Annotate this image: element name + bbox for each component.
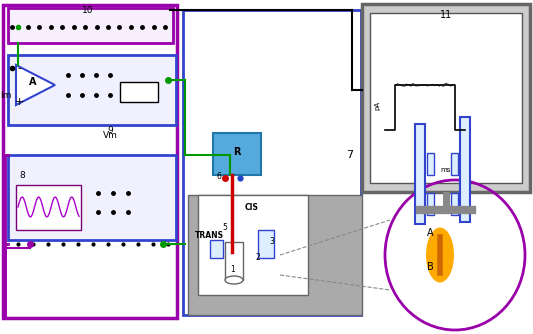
Bar xyxy=(225,242,243,280)
Bar xyxy=(3,5,177,318)
Text: 11: 11 xyxy=(440,10,452,20)
Bar xyxy=(451,153,458,175)
Bar xyxy=(427,153,434,175)
Text: Im: Im xyxy=(0,91,11,100)
Bar xyxy=(415,124,425,224)
Bar xyxy=(8,8,173,43)
Bar xyxy=(210,240,223,258)
Bar xyxy=(183,10,361,315)
Bar xyxy=(188,195,362,315)
Bar xyxy=(213,133,261,175)
Text: R: R xyxy=(233,147,241,157)
Text: ms: ms xyxy=(441,167,451,173)
Bar xyxy=(362,4,530,192)
Text: 9: 9 xyxy=(107,126,113,135)
Text: A: A xyxy=(29,77,37,87)
Text: CIS: CIS xyxy=(245,203,259,212)
Text: 8: 8 xyxy=(19,170,25,179)
Bar xyxy=(258,230,274,258)
Text: 1: 1 xyxy=(231,266,236,275)
Text: -: - xyxy=(17,63,21,73)
Bar xyxy=(8,55,176,125)
Text: B: B xyxy=(426,262,433,272)
Bar xyxy=(451,193,458,215)
Text: 5: 5 xyxy=(223,222,228,231)
Text: 7: 7 xyxy=(346,150,353,160)
Ellipse shape xyxy=(225,276,243,284)
Text: +: + xyxy=(14,97,23,107)
Bar xyxy=(120,82,158,102)
Bar xyxy=(427,193,434,215)
Bar xyxy=(460,117,470,222)
Text: 3: 3 xyxy=(270,237,274,246)
Text: 10: 10 xyxy=(82,5,94,14)
Bar xyxy=(370,13,522,183)
Polygon shape xyxy=(16,65,55,105)
Bar xyxy=(16,185,81,230)
Text: 2: 2 xyxy=(256,253,261,262)
Text: A: A xyxy=(427,228,433,238)
Text: TRANS: TRANS xyxy=(195,230,224,239)
Text: Vm: Vm xyxy=(102,131,117,140)
Text: 6: 6 xyxy=(216,171,221,180)
Bar xyxy=(198,195,308,295)
Ellipse shape xyxy=(426,227,454,283)
Bar xyxy=(8,155,176,240)
Text: pA: pA xyxy=(374,101,380,110)
